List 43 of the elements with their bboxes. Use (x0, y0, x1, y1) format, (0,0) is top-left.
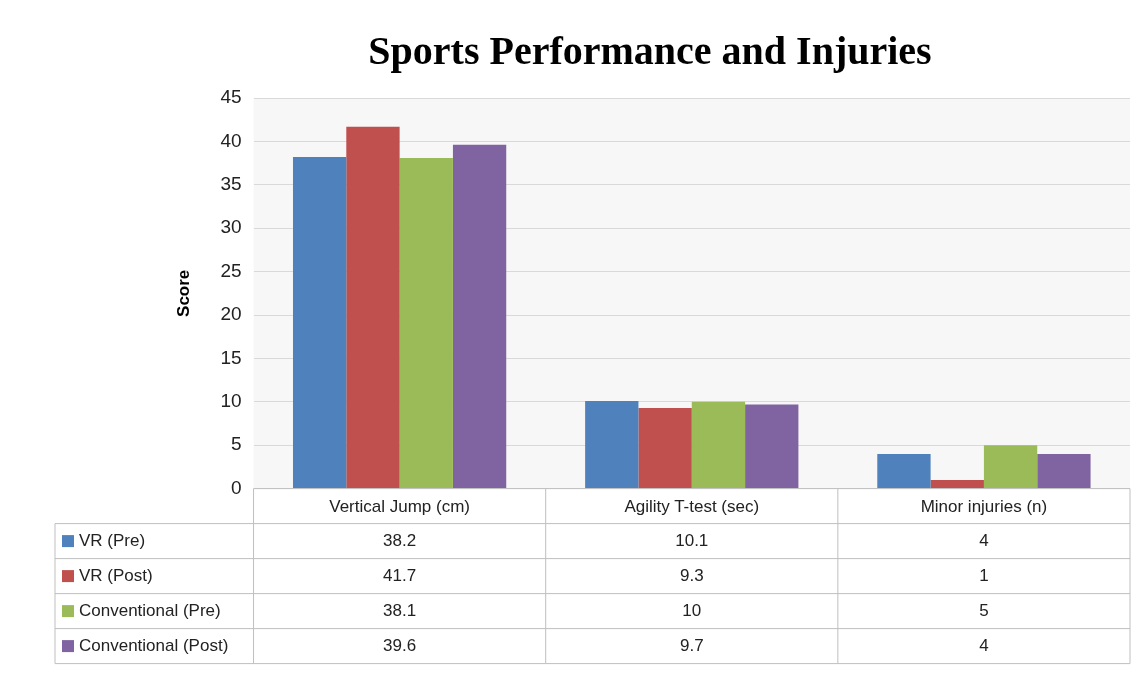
data-label: 10.1 (675, 530, 709, 550)
legend-label: Conventional (Pre) (79, 600, 221, 620)
data-label: 38.1 (383, 600, 417, 620)
y-tick-label: 10 (220, 390, 242, 412)
bar (930, 479, 984, 489)
y-tick-label: 30 (220, 216, 242, 238)
data-label: 9.7 (679, 635, 704, 655)
bar (1037, 453, 1091, 489)
data-label: 38.2 (383, 530, 417, 550)
bar (638, 407, 692, 489)
y-tick-label: 15 (220, 346, 242, 368)
y-axis-title: Score (173, 269, 193, 317)
bar (346, 126, 400, 489)
bar (452, 144, 507, 489)
data-label: 10 (682, 600, 702, 620)
legend-label: VR (Pre) (79, 530, 146, 550)
data-label: 4 (979, 635, 989, 655)
y-tick-label: 25 (220, 259, 242, 281)
legend-label: Conventional (Post) (79, 635, 229, 655)
bar (399, 157, 453, 489)
y-tick-label: 20 (220, 303, 242, 325)
data-label: 39.6 (383, 635, 417, 655)
bar (691, 401, 746, 489)
y-tick-label: 45 (220, 86, 242, 108)
data-label: 5 (979, 600, 989, 620)
y-tick-label: 40 (220, 129, 242, 151)
data-label: 1 (979, 565, 989, 585)
legend-label: VR (Post) (79, 565, 153, 585)
y-tick-label: 35 (220, 173, 242, 195)
x-tick-label: Minor injuries (n) (920, 497, 1048, 517)
y-tick-label: 5 (230, 433, 242, 455)
data-label: 9.3 (679, 565, 704, 585)
x-tick-label: Vertical Jump (cm) (329, 497, 470, 517)
bar (745, 404, 799, 489)
bar (983, 445, 1038, 489)
bar (877, 453, 931, 489)
y-tick-label: 0 (230, 476, 242, 498)
bar (292, 157, 347, 489)
chart-title: Sports Performance and Injuries (368, 28, 932, 74)
data-label: 41.7 (383, 565, 417, 585)
x-tick-label: Agility T-test (sec) (624, 497, 760, 517)
data-label: 4 (979, 530, 989, 550)
bar (585, 400, 639, 489)
